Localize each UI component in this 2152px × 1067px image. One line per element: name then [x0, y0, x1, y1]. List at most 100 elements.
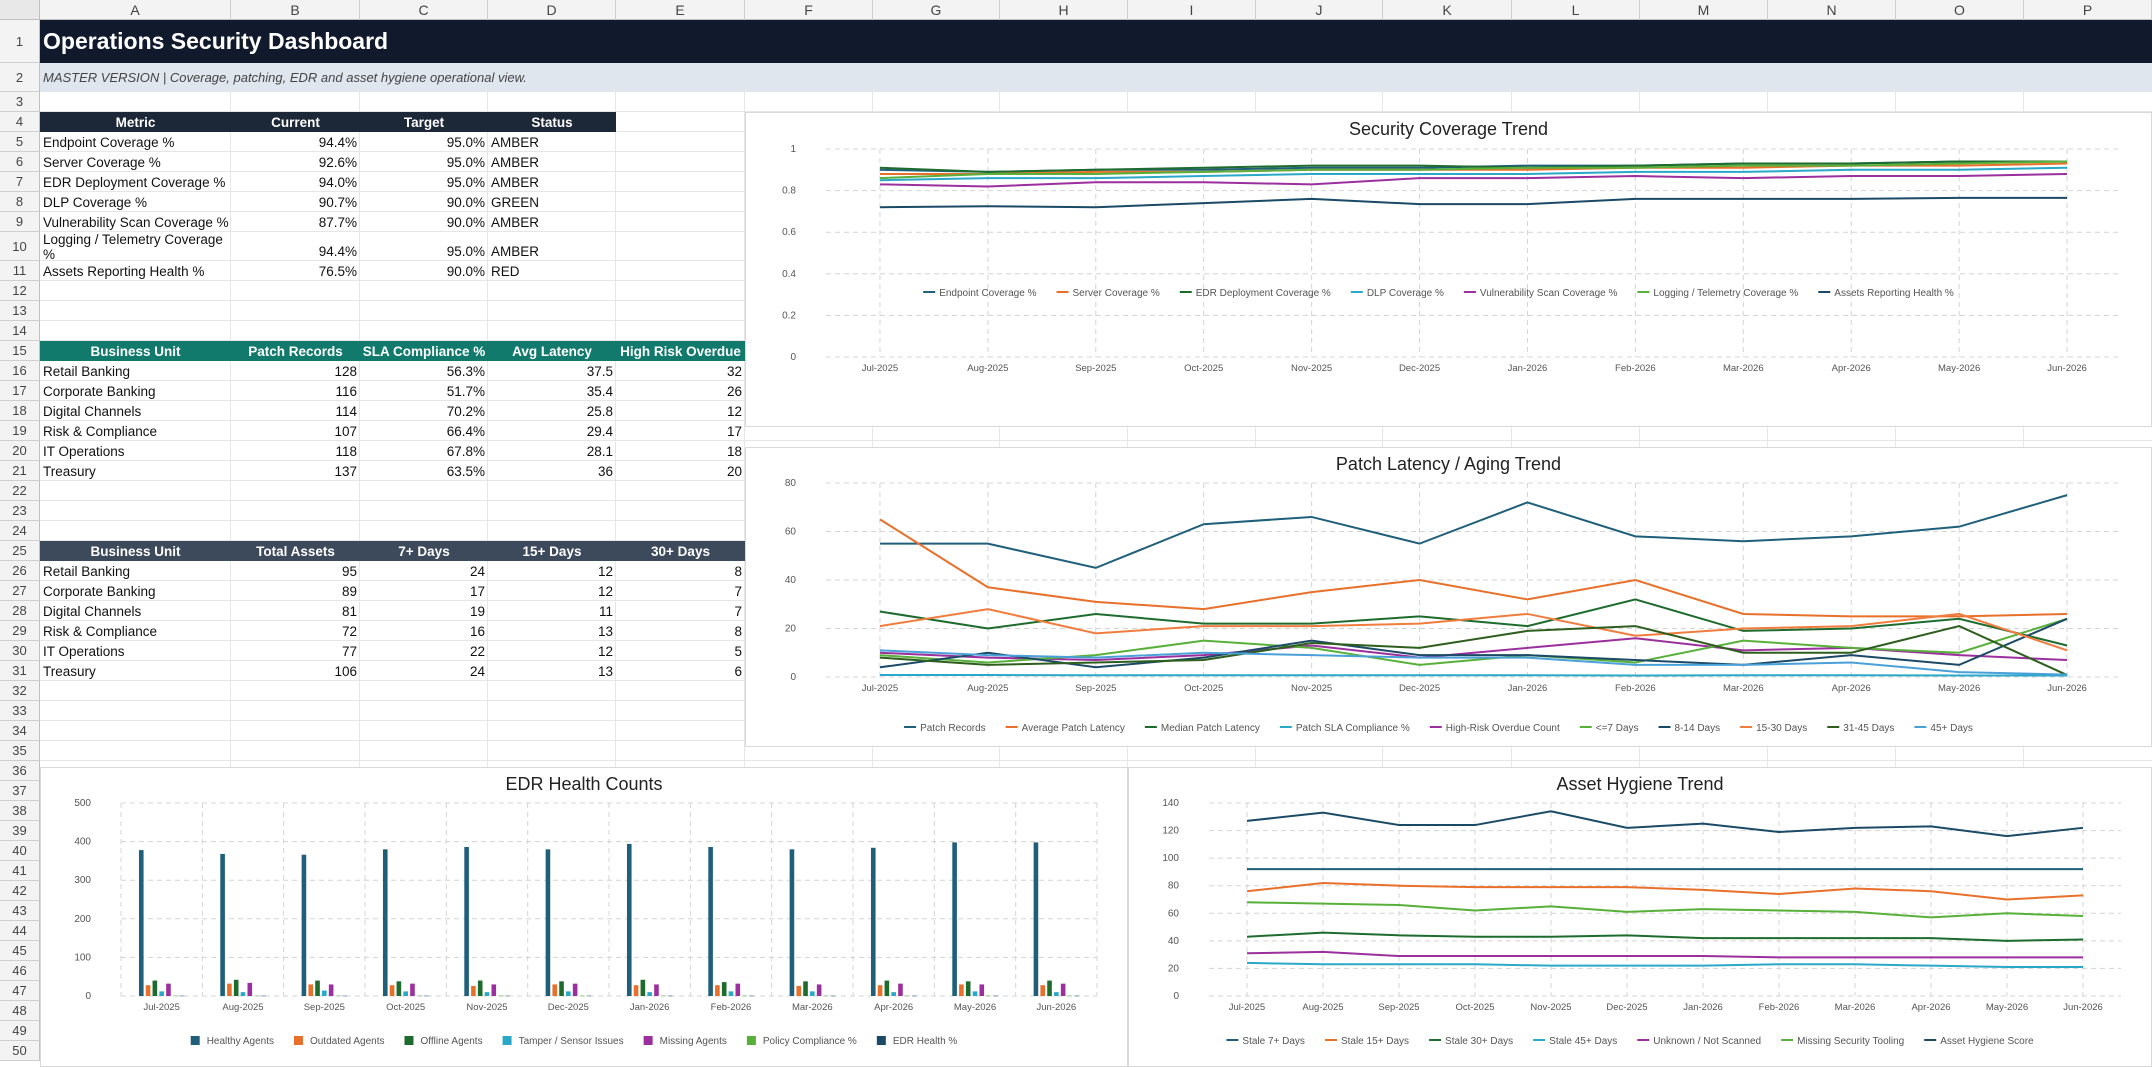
legend-item[interactable]: 8-14 Days: [1658, 723, 1721, 734]
row-header[interactable]: 41: [0, 861, 40, 881]
bar[interactable]: [640, 979, 646, 996]
series-line[interactable]: [1246, 950, 2083, 959]
asset-hygiene-chart[interactable]: Asset Hygiene Trend 0 20 40 60 80 100 120 140 Jul…: [1128, 767, 2152, 1067]
aging-table-cell[interactable]: Digital Channels: [43, 603, 142, 619]
patch-table-cell[interactable]: 18: [726, 443, 742, 459]
patch-table-cell[interactable]: 12: [726, 403, 742, 419]
series-line[interactable]: [1246, 961, 2083, 969]
aging-table-cell[interactable]: 77: [341, 643, 357, 659]
aging-table-column-header[interactable]: Business Unit: [90, 543, 181, 559]
aging-table-cell[interactable]: 89: [341, 583, 357, 599]
row-header[interactable]: 26: [0, 561, 40, 581]
aging-table-cell[interactable]: 7: [734, 603, 742, 619]
bar[interactable]: [410, 983, 415, 996]
bar[interactable]: [870, 847, 876, 996]
bar[interactable]: [233, 979, 239, 996]
row-header[interactable]: 18: [0, 401, 40, 421]
bar[interactable]: [579, 995, 585, 997]
security-coverage-chart[interactable]: Security Coverage Trend 0 0.2 0.4 0.6 0.8 1 Jul…: [745, 112, 2152, 427]
bar[interactable]: [1067, 995, 1073, 997]
row-header[interactable]: 47: [0, 981, 40, 1001]
row-header[interactable]: 22: [0, 481, 40, 501]
row-header[interactable]: 17: [0, 381, 40, 401]
legend-item[interactable]: High-Risk Overdue Count: [1429, 723, 1560, 734]
bar[interactable]: [322, 990, 327, 996]
bar[interactable]: [484, 992, 490, 996]
metrics-table-cell[interactable]: AMBER: [491, 134, 540, 150]
row-header[interactable]: 34: [0, 721, 40, 741]
column-header[interactable]: M: [1640, 0, 1768, 20]
row-header[interactable]: 15: [0, 341, 40, 361]
column-header[interactable]: P: [2024, 0, 2152, 20]
bar[interactable]: [993, 995, 998, 997]
bar[interactable]: [965, 981, 971, 996]
row-header[interactable]: 14: [0, 321, 40, 341]
bar[interactable]: [416, 995, 422, 997]
legend-item[interactable]: Asset Hygiene Score: [1924, 1036, 2034, 1047]
aging-table-cell[interactable]: 12: [597, 643, 613, 659]
patch-latency-chart[interactable]: Patch Latency / Aging Trend 0 20 40 60 80 Jul-…: [745, 447, 2152, 747]
patch-table-column-header[interactable]: Patch Records: [248, 343, 343, 359]
legend-item[interactable]: Stale 7+ Days: [1226, 1036, 1305, 1047]
column-header[interactable]: C: [360, 0, 488, 20]
legend-item[interactable]: Missing Agents: [643, 1036, 727, 1047]
row-header[interactable]: 40: [0, 841, 40, 861]
select-all-corner[interactable]: [0, 0, 40, 20]
patch-table-column-header[interactable]: Business Unit: [90, 343, 181, 359]
bar[interactable]: [491, 984, 497, 996]
row-header[interactable]: 46: [0, 961, 40, 981]
metrics-table-cell[interactable]: 94.0%: [318, 174, 357, 190]
series-line[interactable]: [879, 617, 2068, 669]
bar[interactable]: [647, 992, 652, 996]
sheet-subtitle[interactable]: MASTER VERSION | Coverage, patching, EDR…: [43, 70, 527, 85]
row-header[interactable]: 3: [0, 92, 40, 112]
metrics-table-column-header[interactable]: Target: [403, 114, 445, 130]
patch-table-cell[interactable]: 114: [335, 403, 357, 419]
series-line[interactable]: [879, 518, 2068, 618]
metrics-table-cell[interactable]: RED: [491, 263, 520, 279]
bar[interactable]: [708, 847, 713, 996]
bar[interactable]: [342, 995, 348, 997]
legend-item[interactable]: Tamper / Sensor Issues: [502, 1036, 624, 1047]
legend-item[interactable]: 15-30 Days: [1740, 723, 1807, 734]
metrics-table-cell[interactable]: AMBER: [491, 154, 540, 170]
row-header[interactable]: 36: [0, 761, 40, 781]
row-header[interactable]: 23: [0, 501, 40, 521]
bar[interactable]: [796, 985, 802, 996]
bar[interactable]: [145, 985, 151, 996]
bar[interactable]: [654, 984, 659, 996]
series-line[interactable]: [879, 649, 2068, 676]
metrics-table-cell[interactable]: 90.7%: [318, 194, 357, 210]
aging-table-cell[interactable]: 22: [469, 643, 485, 659]
legend-item[interactable]: Stale 45+ Days: [1533, 1036, 1617, 1047]
bar[interactable]: [240, 992, 246, 996]
row-header[interactable]: 30: [0, 641, 40, 661]
legend-item[interactable]: Logging / Telemetry Coverage %: [1637, 288, 1798, 299]
patch-table-cell[interactable]: 107: [334, 423, 357, 439]
bar[interactable]: [179, 995, 185, 997]
row-header[interactable]: 39: [0, 821, 40, 841]
patch-table-column-header[interactable]: Avg Latency: [512, 343, 592, 359]
metrics-table-cell[interactable]: AMBER: [491, 174, 540, 190]
aging-table-cell[interactable]: Treasury: [43, 663, 96, 679]
row-header[interactable]: 25: [0, 541, 40, 561]
bar[interactable]: [830, 995, 836, 997]
bar[interactable]: [728, 991, 734, 996]
bar[interactable]: [904, 995, 910, 997]
legend-item[interactable]: EDR Health %: [876, 1036, 958, 1047]
patch-table-cell[interactable]: 67.8%: [446, 443, 485, 459]
aging-table-cell[interactable]: 16: [469, 623, 485, 639]
aging-table-cell[interactable]: 8: [734, 563, 742, 579]
series-line[interactable]: [879, 160, 2068, 180]
bar[interactable]: [261, 995, 266, 997]
metrics-table-cell[interactable]: GREEN: [491, 194, 540, 210]
bar[interactable]: [626, 843, 632, 996]
metrics-table-cell[interactable]: 87.7%: [318, 214, 357, 230]
patch-table-column-header[interactable]: High Risk Overdue: [620, 343, 741, 359]
bar[interactable]: [1047, 980, 1052, 996]
patch-table-cell[interactable]: Digital Channels: [43, 403, 142, 419]
bar[interactable]: [152, 980, 158, 996]
bar[interactable]: [301, 854, 307, 996]
series-line[interactable]: [1246, 931, 2084, 942]
bar[interactable]: [816, 984, 822, 996]
